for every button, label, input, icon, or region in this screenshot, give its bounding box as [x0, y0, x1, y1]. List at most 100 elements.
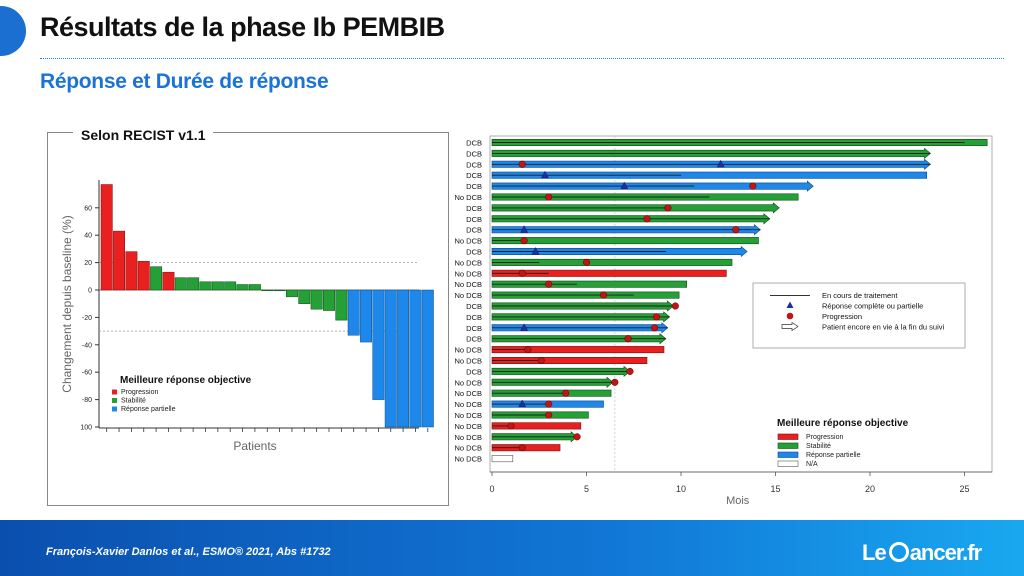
swimmer-progression-marker — [518, 269, 526, 277]
waterfall-legend-swatch — [112, 398, 117, 403]
waterfall-bar — [286, 289, 298, 298]
swimmer-row-label: DCB — [466, 302, 482, 311]
swimmer-legend-swatch — [777, 442, 799, 449]
waterfall-y-label: Changement depuis baseline (%) — [60, 215, 74, 392]
waterfall-panel-label: Selon RECIST v1.1 — [73, 127, 214, 143]
swimmer-legend-swatch — [777, 451, 799, 458]
waterfall-bar — [211, 281, 224, 291]
swimmer-response-marker — [540, 170, 549, 179]
waterfall-legend-label: Stabilité — [121, 398, 146, 405]
waterfall-bar — [347, 289, 360, 336]
swimmer-row-label: No DCB — [454, 357, 482, 366]
swimmer-response-marker — [520, 323, 529, 331]
waterfall-bar — [199, 281, 212, 291]
swimmer-progression-marker — [524, 346, 532, 354]
swimmer-progression-marker — [518, 444, 526, 452]
swimmer-row-label: DCB — [466, 324, 482, 333]
swimmer-row-label: DCB — [466, 215, 482, 224]
swimmer-row-label: No DCB — [454, 433, 482, 442]
waterfall-chart: 60 40 20 0 -20 -40 -60 -80 100 Patients Changement… — [60, 180, 434, 453]
swimmer-legend-title: Meilleure réponse objective — [777, 418, 909, 429]
waterfall-bar — [125, 251, 138, 291]
swimmer-progression-marker — [537, 356, 545, 365]
swimmer-progression-marker — [671, 302, 679, 310]
waterfall-y-tick-label: -60 — [82, 370, 92, 377]
swimmer-row-label: No DCB — [454, 455, 482, 464]
legend-alive-arrow-icon — [781, 321, 799, 332]
swimmer-row-label: DCB — [466, 367, 482, 376]
waterfall-y-tick-label: -80 — [82, 397, 92, 404]
page-subtitle: Réponse et Durée de réponse — [40, 70, 329, 93]
swimmer-row-label: No DCB — [454, 346, 482, 355]
swimmer-response-marker — [520, 225, 529, 233]
waterfall-y-tick-label: 20 — [84, 260, 92, 267]
legend-progression-dot-icon — [786, 312, 794, 320]
waterfall-bar — [421, 289, 434, 428]
swimmer-progression-marker — [545, 193, 553, 201]
waterfall-legend-swatch — [112, 389, 117, 395]
waterfall-bar — [384, 289, 397, 428]
legend-response-triangle-icon — [786, 301, 794, 308]
swimmer-x-tick-label: 15 — [770, 484, 780, 494]
lecancer-logo: Le ancer.fr — [862, 540, 982, 566]
corner-accent-tab — [0, 6, 26, 56]
swimmer-symbol-legend-label: Réponse complète ou partielle — [822, 302, 923, 311]
swimmer-row-label: DCB — [466, 204, 482, 213]
waterfall-bar — [323, 289, 335, 311]
swimmer-legend-label: Progression — [806, 434, 843, 441]
waterfall-bar — [100, 184, 113, 291]
swimmer-progression-marker — [749, 182, 757, 190]
waterfall-bar — [224, 281, 237, 291]
swimmer-x-tick-label: 5 — [584, 484, 589, 494]
waterfall-legend-label: Réponse partielle — [121, 406, 176, 413]
swimmer-progression-marker — [518, 160, 526, 168]
waterfall-y-tick-label: 40 — [84, 233, 92, 240]
swimmer-x-tick-label: 10 — [676, 484, 686, 494]
swimmer-progression-marker — [611, 378, 619, 386]
swimmer-row-label: No DCB — [454, 258, 482, 267]
swimmer-progression-marker — [650, 324, 659, 332]
swimmer-progression-marker — [582, 258, 591, 266]
swimmer-progression-marker — [599, 291, 608, 299]
swimmer-row-label: No DCB — [454, 400, 482, 409]
swimmer-row-label: DCB — [466, 160, 482, 169]
swimmer-x-tick-label: 0 — [489, 484, 494, 494]
swimmer-progression-marker — [545, 280, 553, 288]
swimmer-progression-marker — [624, 335, 632, 343]
swimmer-symbol-legend-label: En cours de traitement — [822, 291, 898, 300]
swimmer-progression-marker — [664, 204, 672, 212]
waterfall-y-tick-label: -40 — [82, 342, 92, 349]
waterfall-bar — [397, 289, 410, 428]
waterfall-legend-swatch — [112, 406, 117, 412]
swimmer-row-label: DCB — [466, 335, 482, 344]
swimmer-progression-marker — [562, 389, 570, 397]
waterfall-y-tick-label: -20 — [82, 315, 92, 322]
swimmer-response-marker — [716, 159, 725, 168]
swimmer-legend-label: N/A — [806, 461, 818, 468]
swimmer-x-label: Mois — [726, 495, 750, 507]
waterfall-y-tick-label: 100 — [80, 425, 92, 432]
page-title: Résultats de la phase Ib PEMBIB — [40, 12, 445, 42]
swimmer-legend-swatch — [777, 460, 799, 467]
swimmer-response-marker — [531, 247, 540, 255]
swimmer-row-label: No DCB — [454, 411, 482, 420]
swimmer-x-tick-label: 20 — [865, 484, 875, 494]
title-separator — [40, 58, 1004, 59]
waterfall-bar — [162, 271, 175, 291]
swimmer-bar — [491, 237, 759, 245]
waterfall-x-label: Patients — [233, 439, 276, 453]
waterfall-bar — [236, 284, 249, 291]
swimmer-progression-marker — [573, 433, 581, 441]
waterfall-bar — [360, 289, 373, 343]
swimmer-legend-label: Stabilité — [806, 443, 831, 450]
swimmer-row-label: No DCB — [454, 378, 482, 387]
logo-c-icon — [888, 542, 909, 562]
waterfall-y-tick-label: 60 — [84, 205, 92, 212]
swimmer-row-label: No DCB — [454, 193, 482, 202]
swimmer-progression-marker — [732, 226, 740, 234]
swimmer-progression-marker — [652, 313, 660, 321]
swimmer-progression-marker — [520, 237, 528, 245]
footer-band — [0, 520, 1024, 576]
swimmer-row-label: DCB — [466, 313, 482, 322]
waterfall-bar — [273, 289, 286, 292]
